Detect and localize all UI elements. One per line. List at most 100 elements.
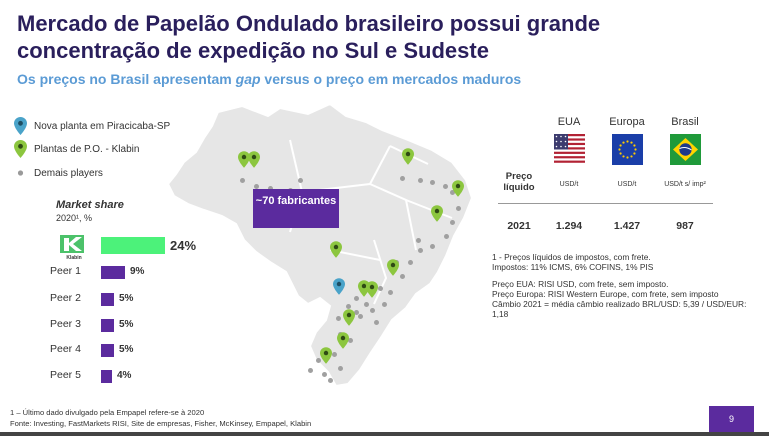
player-dot bbox=[418, 178, 423, 183]
peer-label: Peer 1 bbox=[50, 265, 81, 277]
peer-label: Peer 5 bbox=[50, 369, 81, 381]
page-subtitle: Os preços no Brasil apresentam gap versu… bbox=[17, 71, 521, 87]
player-dot bbox=[354, 296, 359, 301]
blue-pin-icon bbox=[14, 117, 27, 135]
market-share-value: 5% bbox=[119, 319, 134, 330]
price-value: 1.427 bbox=[613, 220, 641, 232]
peer-label: Peer 2 bbox=[50, 292, 81, 304]
market-share-value: 24% bbox=[170, 238, 197, 253]
column-unit: USD/t bbox=[617, 181, 637, 188]
player-dot bbox=[354, 310, 359, 315]
player-dot bbox=[348, 338, 353, 343]
player-dot bbox=[430, 180, 435, 185]
player-dot bbox=[400, 274, 405, 279]
market-share-bar bbox=[101, 344, 114, 357]
row-label-line1: Preço bbox=[505, 171, 533, 182]
green-pin-icon bbox=[14, 140, 27, 158]
usa-flag-icon bbox=[554, 134, 585, 165]
subtitle-post: versus o preço em mercados maduros bbox=[260, 71, 522, 87]
table-divider bbox=[498, 203, 713, 204]
peer-label: Peer 4 bbox=[50, 343, 81, 355]
player-dot bbox=[382, 302, 387, 307]
market-share-title: Market share bbox=[56, 199, 124, 211]
player-dot bbox=[374, 320, 379, 325]
row-label-line2: líquido bbox=[503, 182, 535, 193]
market-share-bar bbox=[101, 237, 165, 254]
market-share-bar bbox=[101, 370, 112, 383]
player-dot bbox=[346, 304, 351, 309]
column-header: Brasil bbox=[671, 116, 699, 128]
player-dot bbox=[370, 308, 375, 313]
row-label-price: Preço líquido bbox=[492, 171, 546, 193]
player-dot bbox=[298, 178, 303, 183]
note-line: Preço EUA: RISI USD, com frete, sem impo… bbox=[492, 278, 669, 289]
player-dot bbox=[450, 190, 455, 195]
klabin-plant-pin-icon bbox=[387, 259, 399, 276]
manufacturers-callout: ~70 fabricantes bbox=[253, 189, 339, 228]
page-title: Mercado de Papelão Ondulado brasileiro p… bbox=[17, 11, 601, 63]
market-share-bar bbox=[101, 319, 114, 332]
subtitle-pre: Os preços no Brasil apresentam bbox=[17, 71, 236, 87]
column-unit: USD/t s/ imp² bbox=[664, 181, 706, 188]
player-dot bbox=[400, 176, 405, 181]
player-dot bbox=[358, 314, 363, 319]
klabin-plant-pin-icon bbox=[238, 151, 250, 168]
player-dot bbox=[418, 248, 423, 253]
note-line: Impostos: 11% ICMS, 6% COFINS, 1% PIS bbox=[492, 262, 654, 273]
legend-item-klabin-plants: Plantas de P.O. - Klabin bbox=[14, 140, 139, 158]
brazil-flag-icon bbox=[670, 134, 701, 165]
klabin-plant-pin-icon bbox=[343, 309, 355, 326]
column-unit: USD/t bbox=[559, 181, 579, 188]
eu-flag-icon bbox=[612, 134, 643, 165]
note-line: 1 - Preços líquidos de impostos, com fre… bbox=[492, 252, 651, 262]
market-share-value: 5% bbox=[119, 344, 134, 355]
klabin-plant-pin-icon bbox=[337, 332, 349, 349]
player-dot bbox=[338, 366, 343, 371]
column-header: EUA bbox=[557, 116, 581, 128]
bottom-border bbox=[0, 432, 769, 436]
player-dot bbox=[254, 184, 259, 189]
player-dot bbox=[336, 316, 341, 321]
note-line: Preço Europa: RISI Western Europe, com f… bbox=[492, 288, 719, 299]
note-line: Câmbio 2021 = média câmbio realizado BRL… bbox=[492, 299, 747, 320]
column-header: Europa bbox=[609, 116, 645, 128]
klabin-plant-pin-icon bbox=[330, 241, 342, 258]
market-share-bar bbox=[101, 266, 125, 279]
klabin-plant-pin-icon bbox=[402, 148, 414, 165]
player-dot bbox=[316, 358, 321, 363]
player-dot bbox=[456, 206, 461, 211]
svg-text:Klabin: Klabin bbox=[66, 255, 81, 261]
gray-dot-icon bbox=[17, 170, 24, 176]
market-share-bar bbox=[101, 293, 114, 306]
price-value: 987 bbox=[676, 220, 694, 232]
player-dot bbox=[416, 238, 421, 243]
klabin-plant-pin-icon bbox=[248, 151, 260, 168]
player-dot bbox=[332, 352, 337, 357]
legend-label: Nova planta em Piracicaba-SP bbox=[34, 120, 171, 132]
market-share-value: 9% bbox=[130, 266, 145, 277]
player-dot bbox=[328, 378, 333, 383]
row-label-year: 2021 bbox=[507, 220, 531, 232]
klabin-logo: Klabin bbox=[60, 235, 84, 261]
market-share-value: 5% bbox=[119, 293, 134, 304]
legend-label: Plantas de P.O. - Klabin bbox=[34, 143, 140, 155]
footer-note: 1 – Último dado divulgado pela Empapel r… bbox=[10, 408, 205, 417]
player-dot bbox=[322, 372, 327, 377]
player-dot bbox=[268, 186, 273, 191]
player-dot bbox=[240, 178, 245, 183]
player-dot bbox=[388, 290, 393, 295]
player-dot bbox=[308, 368, 313, 373]
klabin-plant-pin-icon bbox=[320, 347, 332, 364]
footnotes: 1 - Preços líquidos de impostos, com fre… bbox=[492, 252, 762, 320]
market-share-value: 4% bbox=[117, 370, 132, 381]
klabin-plant-pin-icon bbox=[366, 281, 378, 298]
legend-label: Demais players bbox=[34, 167, 103, 179]
legend-item-new-plant: Nova planta em Piracicaba-SP bbox=[14, 117, 170, 135]
player-dot bbox=[408, 260, 413, 265]
price-value: 1.294 bbox=[555, 220, 583, 232]
footer-source: Fonte: Investing, FastMarkets RISI, Site… bbox=[10, 419, 312, 428]
player-dot bbox=[364, 302, 369, 307]
legend-item-other-players: Demais players bbox=[14, 164, 103, 182]
player-dot bbox=[450, 220, 455, 225]
